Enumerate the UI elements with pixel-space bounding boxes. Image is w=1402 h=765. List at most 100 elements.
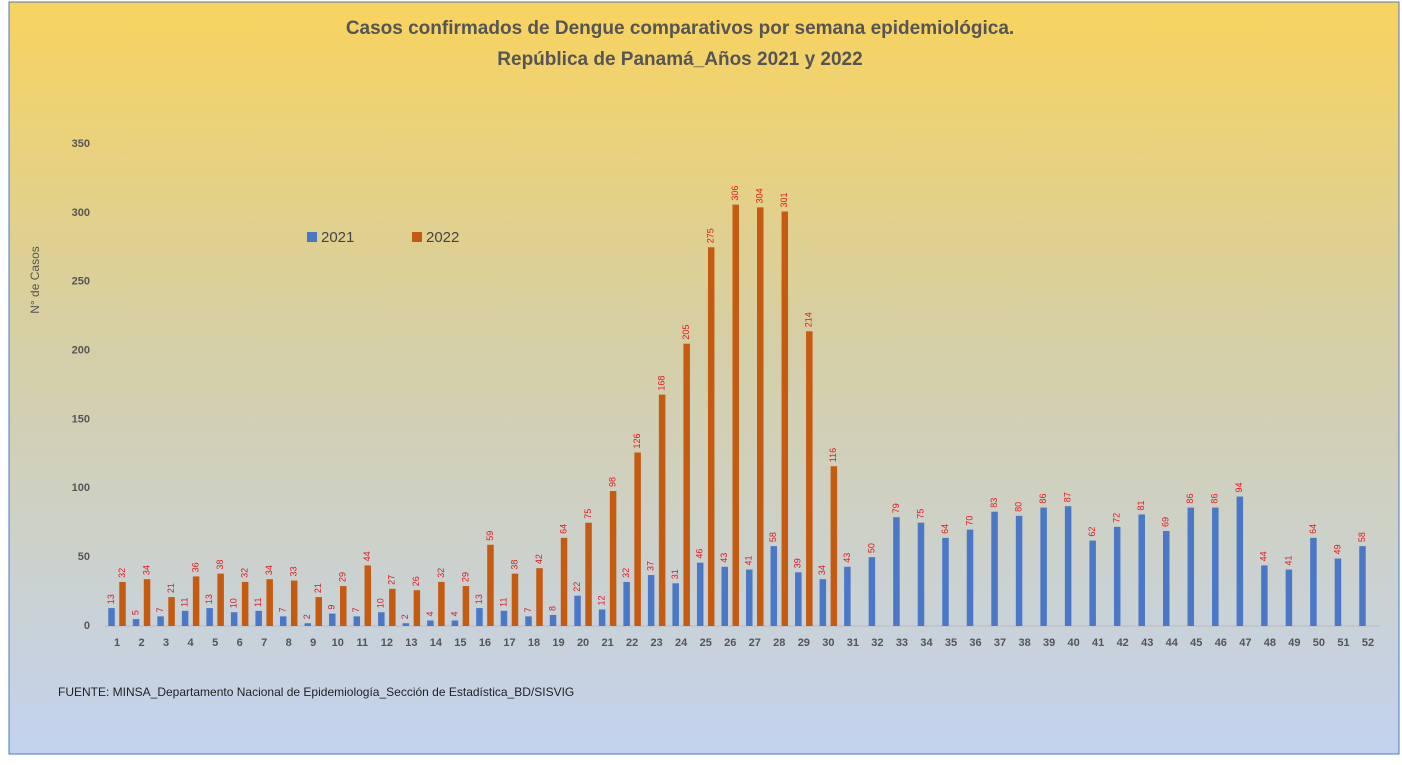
bar — [1015, 515, 1023, 626]
x-tick-label: 21 — [601, 637, 613, 649]
y-tick-label: 150 — [72, 413, 90, 425]
bar — [844, 566, 851, 626]
data-label: 29 — [460, 572, 470, 582]
x-tick-label: 26 — [724, 637, 736, 649]
x-tick-label: 2 — [138, 637, 144, 649]
bar — [658, 394, 666, 626]
bar — [1359, 546, 1366, 626]
bar — [757, 207, 764, 626]
bar — [574, 595, 581, 626]
bar — [304, 623, 311, 626]
x-tick-label: 27 — [749, 637, 761, 649]
bar — [1064, 506, 1072, 626]
x-tick-label: 19 — [552, 637, 564, 649]
x-tick-label: 20 — [577, 637, 589, 649]
x-tick-label: 10 — [332, 637, 344, 649]
bar — [1113, 526, 1121, 626]
bar — [732, 204, 739, 626]
data-label: 69 — [1161, 517, 1171, 527]
x-tick-label: 38 — [1018, 637, 1030, 649]
bar — [1163, 530, 1170, 626]
bar — [1040, 507, 1047, 626]
y-tick-label: 0 — [84, 620, 90, 632]
data-label: 13 — [474, 594, 484, 604]
y-tick-label: 250 — [72, 276, 90, 288]
data-label: 72 — [1112, 513, 1122, 523]
data-label: 58 — [768, 532, 778, 542]
x-tick-label: 52 — [1362, 637, 1374, 649]
data-label: 12 — [596, 595, 606, 605]
data-label: 27 — [387, 575, 397, 585]
y-tick-label: 50 — [78, 551, 90, 563]
data-label: 7 — [155, 607, 165, 612]
legend-swatch — [307, 232, 317, 242]
bar — [609, 491, 617, 626]
bar — [819, 579, 827, 626]
bar — [634, 452, 641, 626]
bar — [560, 537, 568, 626]
y-axis-label: N° de Casos — [28, 246, 42, 314]
data-label: 22 — [572, 582, 582, 592]
bar — [868, 557, 876, 626]
data-label: 43 — [719, 553, 729, 563]
data-label: 31 — [670, 569, 680, 579]
x-tick-label: 42 — [1117, 637, 1129, 649]
data-label: 34 — [817, 565, 827, 575]
data-label: 64 — [1308, 524, 1318, 534]
data-label: 2 — [400, 614, 410, 619]
data-label: 26 — [411, 576, 421, 586]
data-label: 304 — [755, 188, 765, 203]
x-tick-label: 32 — [871, 637, 883, 649]
bar — [217, 573, 224, 626]
x-tick-label: 7 — [261, 637, 267, 649]
data-label: 50 — [866, 543, 876, 553]
x-tick-label: 15 — [454, 637, 466, 649]
x-tick-label: 49 — [1288, 637, 1300, 649]
data-label: 62 — [1087, 527, 1097, 537]
y-tick-label: 350 — [72, 138, 90, 150]
bar — [672, 583, 679, 626]
bar — [942, 537, 949, 626]
x-tick-label: 28 — [773, 637, 785, 649]
data-label: 301 — [779, 192, 789, 207]
bar — [549, 614, 557, 626]
x-tick-label: 4 — [188, 637, 195, 649]
bar — [487, 544, 494, 626]
bar — [255, 610, 262, 626]
data-label: 41 — [744, 556, 754, 566]
x-tick-label: 25 — [700, 637, 712, 649]
x-tick-label: 29 — [798, 637, 810, 649]
data-label: 11 — [498, 598, 508, 607]
data-label: 86 — [1038, 494, 1048, 504]
legend-label: 2021 — [321, 229, 354, 246]
bar — [353, 616, 361, 626]
data-label: 306 — [730, 186, 740, 201]
bar — [500, 610, 508, 626]
x-tick-label: 22 — [626, 637, 638, 649]
bar — [192, 576, 200, 626]
data-label: 64 — [940, 524, 950, 534]
bar — [1089, 540, 1096, 626]
data-label: 205 — [681, 325, 691, 340]
bar — [770, 546, 778, 626]
data-label: 41 — [1283, 556, 1293, 566]
x-tick-label: 33 — [896, 637, 908, 649]
data-label: 7 — [278, 607, 288, 612]
data-label: 11 — [253, 598, 263, 607]
y-tick-label: 100 — [72, 482, 90, 494]
bar — [806, 331, 813, 626]
bar — [991, 511, 998, 626]
data-label: 75 — [583, 509, 593, 519]
bar — [427, 620, 434, 626]
bar — [266, 579, 273, 626]
data-label: 275 — [706, 228, 716, 243]
bar — [462, 586, 470, 626]
data-label: 33 — [289, 567, 299, 577]
bar — [329, 613, 336, 626]
data-label: 29 — [338, 572, 348, 582]
data-label: 10 — [376, 598, 386, 608]
bar — [966, 529, 974, 626]
data-label: 79 — [891, 503, 901, 513]
bar — [438, 581, 445, 626]
bar — [451, 620, 459, 626]
